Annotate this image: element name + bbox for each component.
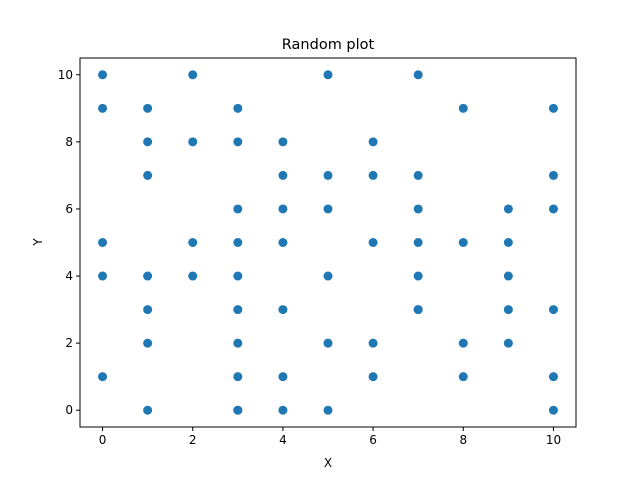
data-point <box>323 70 333 80</box>
data-point <box>413 238 423 247</box>
data-point <box>413 305 423 315</box>
data-point <box>188 137 198 147</box>
data-point <box>278 204 288 214</box>
data-point <box>143 137 153 147</box>
data-point <box>278 170 288 180</box>
data-point <box>323 338 333 348</box>
data-point <box>548 372 558 382</box>
data-point <box>233 204 243 214</box>
x-axis-label: X <box>324 456 332 470</box>
data-point <box>98 70 108 80</box>
data-point <box>323 271 333 281</box>
data-point <box>458 103 468 113</box>
y-tick-label: 10 <box>58 68 73 82</box>
data-point <box>233 103 243 113</box>
data-point <box>413 170 423 180</box>
data-point <box>503 204 513 214</box>
data-point <box>503 305 513 315</box>
data-point <box>503 271 513 281</box>
data-point <box>98 238 108 247</box>
x-tick-label: 0 <box>99 433 107 447</box>
chart-title: Random plot <box>282 37 375 53</box>
data-point <box>548 170 558 180</box>
plot-frame <box>79 57 577 428</box>
x-tick-label: 2 <box>189 433 197 447</box>
data-point <box>278 238 288 247</box>
data-point <box>143 103 153 113</box>
data-point <box>188 271 198 281</box>
data-point <box>368 238 378 247</box>
y-axis-ticks: 0 2 4 6 8 10 <box>58 68 80 417</box>
y-tick-label: 8 <box>65 135 73 149</box>
y-tick-label: 2 <box>65 336 73 350</box>
data-point <box>98 372 108 382</box>
x-axis-ticks: 0 2 4 6 8 10 <box>99 427 561 447</box>
data-point <box>323 170 333 180</box>
data-point <box>98 103 108 113</box>
data-point <box>233 238 243 247</box>
data-point <box>98 271 108 281</box>
data-point <box>323 204 333 214</box>
data-point <box>233 137 243 147</box>
data-point <box>233 405 243 415</box>
data-point <box>548 405 558 415</box>
data-point <box>548 103 558 113</box>
data-point <box>143 405 153 415</box>
data-point <box>233 338 243 348</box>
data-point <box>368 137 378 147</box>
y-tick-label: 4 <box>65 269 73 283</box>
data-point <box>233 372 243 382</box>
data-points <box>98 70 558 415</box>
data-point <box>368 372 378 382</box>
data-point <box>233 271 243 281</box>
data-point <box>368 338 378 348</box>
data-point <box>503 338 513 348</box>
data-point <box>503 238 513 247</box>
data-point <box>458 338 468 348</box>
data-point <box>323 405 333 415</box>
data-point <box>413 204 423 214</box>
data-point <box>143 271 153 281</box>
data-point <box>278 372 288 382</box>
y-tick-label: 0 <box>65 403 73 417</box>
y-axis-label: Y <box>31 238 45 247</box>
data-point <box>278 137 288 147</box>
data-point <box>188 238 198 247</box>
data-point <box>278 405 288 415</box>
data-point <box>458 238 468 247</box>
data-point <box>368 170 378 180</box>
data-point <box>143 338 153 348</box>
data-point <box>548 204 558 214</box>
x-tick-label: 10 <box>546 433 561 447</box>
data-point <box>278 305 288 315</box>
data-point <box>548 305 558 315</box>
data-point <box>413 271 423 281</box>
data-point <box>188 70 198 80</box>
data-point <box>458 372 468 382</box>
data-point <box>143 170 153 180</box>
y-tick-label: 6 <box>65 202 73 216</box>
x-tick-label: 6 <box>369 433 377 447</box>
data-point <box>143 305 153 315</box>
x-tick-label: 8 <box>459 433 467 447</box>
x-tick-label: 4 <box>279 433 287 447</box>
data-point <box>413 70 423 80</box>
data-point <box>233 305 243 315</box>
